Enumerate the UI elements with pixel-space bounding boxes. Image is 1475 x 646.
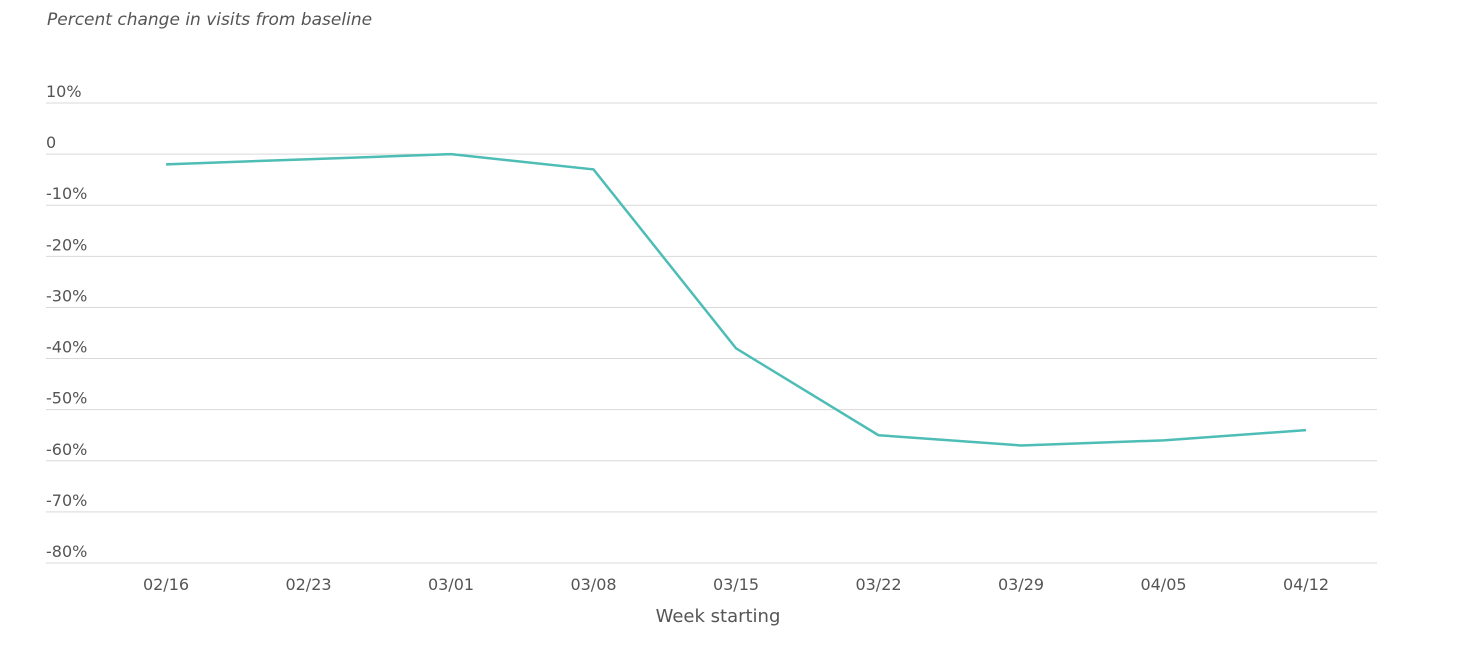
x-axis-label: Week starting [656, 606, 781, 627]
x-tick-label: 03/22 [855, 575, 901, 594]
data-line [165, 152, 1307, 447]
y-tick-label: -50% [46, 389, 87, 408]
x-tick-label: 03/08 [570, 575, 616, 594]
x-tick-label: 04/12 [1283, 575, 1329, 594]
x-tick-label: 03/15 [713, 575, 759, 594]
y-tick-label: -30% [46, 286, 87, 305]
y-tick-label: -60% [46, 440, 87, 459]
x-tick-label: 02/23 [285, 575, 331, 594]
y-tick-label: 10% [46, 82, 82, 101]
y-tick-label: -10% [46, 184, 87, 203]
chart-title: Percent change in visits from baseline [47, 10, 372, 30]
x-tick-label: 03/01 [428, 575, 474, 594]
x-tick-label: 03/29 [998, 575, 1044, 594]
y-tick-label: -40% [46, 338, 87, 357]
x-tick-label: 02/16 [143, 575, 189, 594]
y-tick-label: 0 [46, 133, 56, 152]
y-tick-label: -70% [46, 491, 87, 510]
y-tick-label: -20% [46, 235, 87, 254]
y-tick-label: -80% [46, 542, 87, 561]
x-tick-label: 04/05 [1140, 575, 1186, 594]
